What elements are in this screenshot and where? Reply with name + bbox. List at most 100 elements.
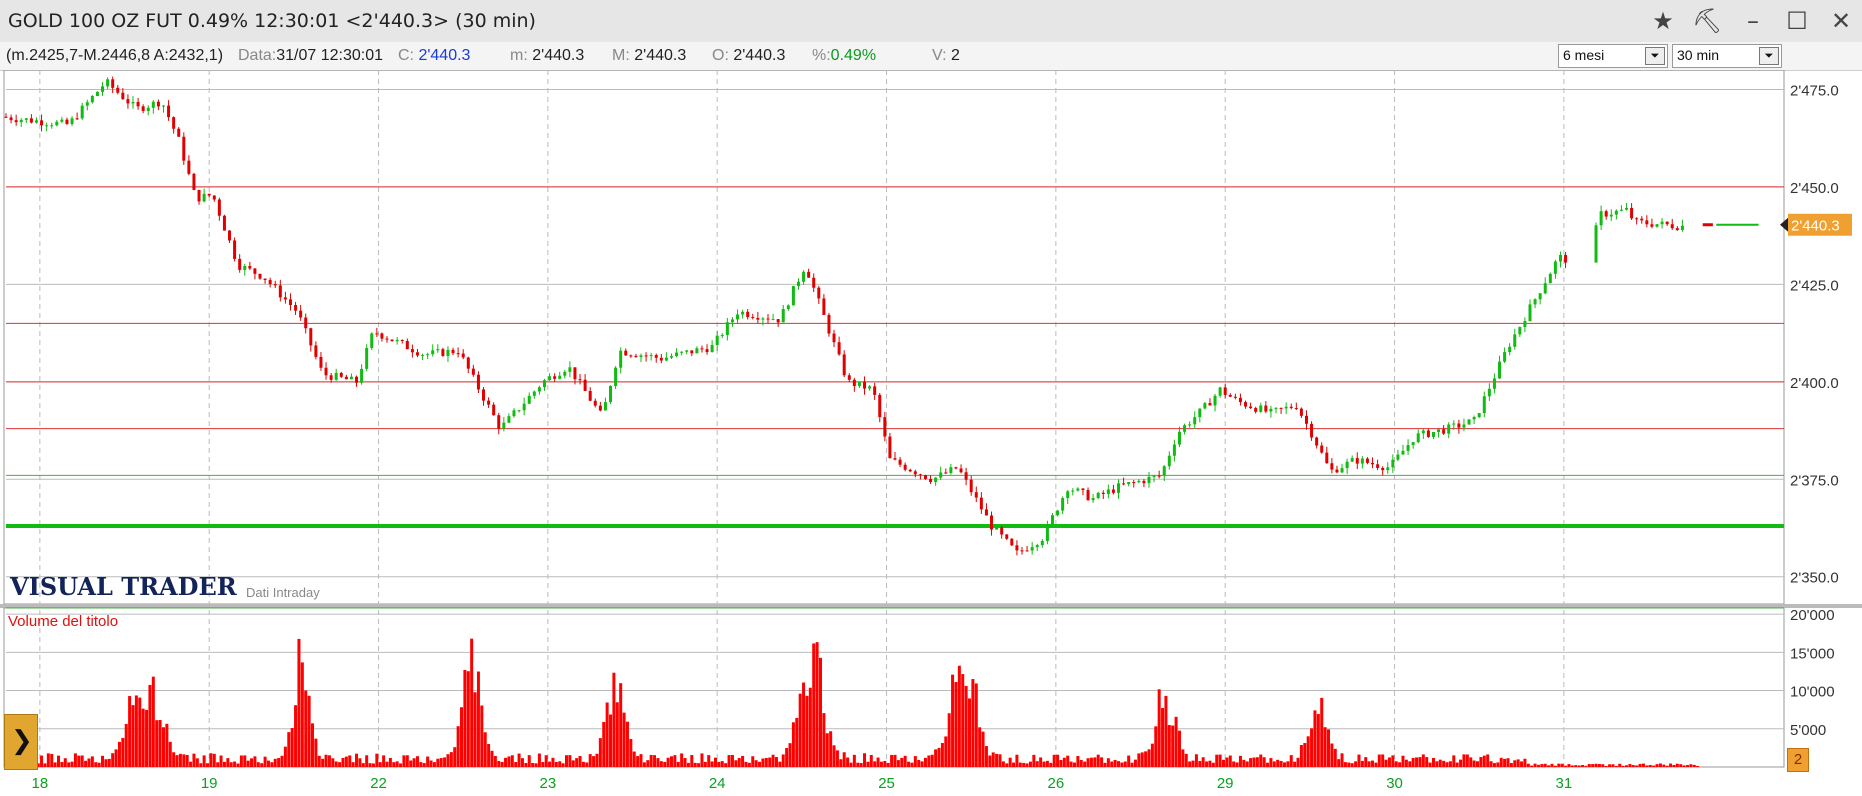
candle-body <box>827 314 831 334</box>
candle-body <box>984 509 988 516</box>
candle-body <box>898 459 902 465</box>
volume-bar <box>266 760 270 767</box>
volume-bar <box>290 727 294 767</box>
volume-bar <box>1377 754 1381 767</box>
volume-bar <box>846 757 850 767</box>
volume-bar <box>1662 764 1666 767</box>
volume-bar <box>598 738 602 767</box>
interval-select-value: 30 min <box>1677 47 1720 63</box>
candle-body <box>741 311 745 315</box>
volume-bar <box>920 761 924 767</box>
volume-bar <box>1648 764 1652 767</box>
candle-body <box>370 333 374 348</box>
volume-bar <box>1506 758 1510 767</box>
volume-bar <box>741 755 745 767</box>
volume-bar <box>1133 759 1137 767</box>
volume-bar <box>1208 760 1212 767</box>
volume-bar <box>781 754 785 767</box>
scroll-left-button[interactable]: ❯ <box>4 714 38 770</box>
candle-body <box>634 355 638 358</box>
candle-body <box>1086 490 1090 501</box>
hammer-icon[interactable]: ⛏ <box>1692 7 1723 35</box>
volume-bar <box>1228 755 1232 767</box>
volume-bar <box>832 745 836 767</box>
volume-bar <box>1381 754 1385 767</box>
volume-bar <box>178 753 182 767</box>
volume-bar <box>1597 764 1601 767</box>
candle-body <box>1482 396 1486 414</box>
candle-body <box>1071 490 1075 492</box>
volume-bar <box>402 755 406 767</box>
price-volume-chart[interactable]: 2'350.0 2'375.0 2'400.0 2'425.0 2'450.0 2'475… <box>0 70 1862 796</box>
volume-bar <box>338 762 342 767</box>
volume-bar <box>321 758 325 767</box>
chevron-down-icon[interactable]: ⏷ <box>1759 47 1779 65</box>
volume-bar <box>968 698 972 767</box>
candle-body <box>1655 224 1659 227</box>
candle-body <box>243 265 247 270</box>
volume-bar <box>1164 695 1168 767</box>
star-icon[interactable]: ★ <box>1652 7 1674 35</box>
candle-body <box>421 355 425 357</box>
candle-body <box>482 389 486 401</box>
candle-body <box>248 265 252 269</box>
candle-body <box>263 278 267 281</box>
candle-body <box>1320 445 1324 453</box>
candle-body <box>182 136 186 161</box>
candle-body <box>1609 214 1613 217</box>
maximize-icon[interactable]: ☐ <box>1786 7 1808 35</box>
candle-body <box>1167 455 1171 467</box>
candle-body <box>817 287 821 299</box>
close-icon[interactable]: ✕ <box>1830 7 1852 35</box>
candle-body <box>1452 423 1456 425</box>
volume-bar <box>1520 761 1524 767</box>
volume-bar <box>1550 763 1554 767</box>
candle-body <box>578 379 582 381</box>
candle-body <box>624 350 628 356</box>
volume-bar <box>1398 762 1402 767</box>
candle-body <box>766 318 770 320</box>
candle-body <box>1254 408 1258 412</box>
volume-bar <box>456 726 460 767</box>
minimize-icon[interactable]: – <box>1747 7 1759 35</box>
candle-body <box>629 355 633 357</box>
candle-body <box>786 305 790 310</box>
interval-select[interactable]: 30 min ⏷ <box>1672 44 1782 68</box>
volume-bar <box>253 756 257 767</box>
volume-bar <box>900 757 904 767</box>
volume-bar <box>507 756 511 767</box>
volume-bar <box>1191 760 1195 767</box>
candle-body <box>923 475 927 479</box>
period-select[interactable]: 6 mesi ⏷ <box>1558 44 1668 68</box>
candle-body <box>136 101 140 107</box>
volume-bar <box>686 762 690 767</box>
volume-bar <box>1110 761 1114 767</box>
volume-bar <box>97 762 101 767</box>
volume-bar <box>1536 764 1540 767</box>
candle-body <box>207 193 211 196</box>
volume-bar <box>758 761 762 767</box>
volume-bar <box>1299 745 1303 767</box>
chevron-down-icon[interactable]: ⏷ <box>1645 47 1665 65</box>
volume-bar <box>839 759 843 767</box>
volume-bar <box>388 757 392 767</box>
volume-bar <box>1696 765 1700 767</box>
volume-bar <box>138 697 142 767</box>
candle-body <box>573 367 577 380</box>
candle-body <box>228 230 232 241</box>
candle-body <box>1564 254 1568 263</box>
volume-bar <box>124 723 128 767</box>
min-label: m: <box>510 47 528 64</box>
volume-bar <box>849 762 853 767</box>
volume-bar <box>1103 762 1107 767</box>
volume-bar <box>1201 757 1205 767</box>
volume-bar <box>771 754 775 767</box>
volume-bar <box>63 758 67 767</box>
volume-bar <box>1641 763 1645 767</box>
volume-bar <box>1611 764 1615 767</box>
candle-body <box>1630 207 1634 219</box>
volume-bar <box>317 755 321 767</box>
price-tick-label: 2'475.0 <box>1790 82 1839 99</box>
volume-bar <box>141 708 145 767</box>
candle-body <box>1421 430 1425 434</box>
